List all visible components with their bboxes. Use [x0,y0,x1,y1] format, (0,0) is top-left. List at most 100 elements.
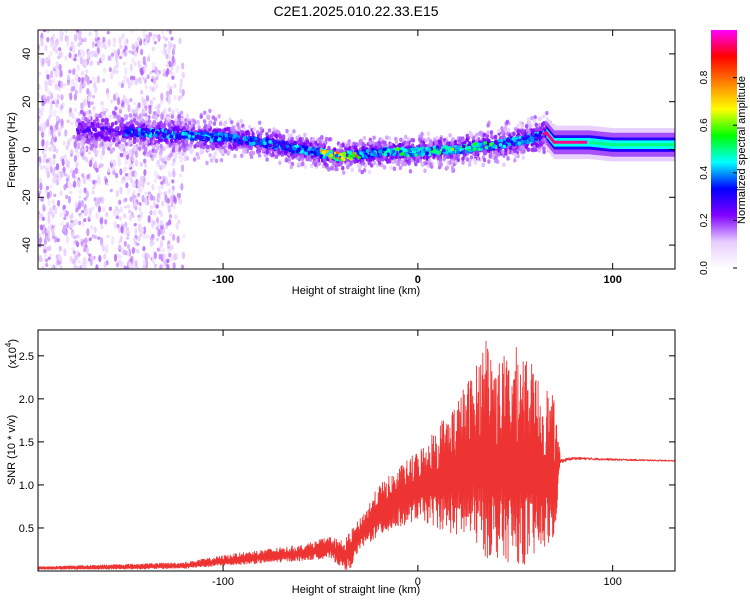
spectrogram-cell [157,123,161,129]
spectrogram-cell [184,118,188,123]
spectrogram-cell [169,134,173,139]
spectrogram-cell [416,154,421,160]
spectrogram-cell [403,152,408,156]
spectrogram-cell [75,161,79,168]
spectrogram-cell [350,167,355,172]
spectrogram-cell [367,169,372,175]
spectrogram-cell [407,161,411,166]
spectrogram-cell [108,114,112,119]
spectrogram-cell [54,69,58,78]
spectrogram-cell [398,165,403,171]
spectrogram-cell [41,216,45,221]
spectrogram-cell [142,109,146,115]
spectrogram-cell [156,247,160,252]
spectrogram-cell [143,30,147,33]
spectrogram-cell [419,142,423,147]
spectrogram-cell [358,147,363,152]
spectrogram-cell [135,249,140,254]
spectrogram-cell [176,65,180,70]
spectrogram-cell [508,133,512,138]
spectrogram-cell [242,126,246,132]
spectrogram-cell [211,146,215,151]
spectrogram-cell [60,80,64,89]
spectrogram-cell [398,142,402,148]
spectrogram-cell [461,156,465,162]
spectrogram-cell [106,182,110,187]
spectrogram-cell [118,225,122,234]
spectrogram-cell [543,137,547,143]
spectrogram-cell [537,148,541,153]
spectrogram-cell [78,201,82,210]
spectrogram-cell [142,226,147,235]
spectrogram-cell [172,170,176,178]
spectrogram-cell [41,106,45,111]
spectrogram-cell [38,55,41,61]
spectrogram-cell [383,152,388,157]
spectrogram-cell [167,40,171,47]
spectrogram-cell [517,141,522,145]
spectrogram-cell [311,136,316,142]
spectrogram-cell [526,147,531,152]
spectrogram-cell [127,187,131,194]
spectrogram-cell [161,175,165,180]
spectrogram-cell [82,98,87,106]
spectrogram-cell [170,201,174,208]
spectrogram-cell [199,114,203,119]
spectrogram-cell [80,126,85,131]
spectrogram-cell [157,185,161,193]
spectrogram-cell [44,56,49,64]
spectrogram-cell [126,244,131,250]
spectrogram-cell [132,44,136,51]
spectrogram-cell [210,133,214,137]
spectrogram-cell [44,188,48,193]
spectrogram-cell [425,155,430,161]
spectrogram-cell [91,41,95,48]
spectrogram-cell [429,162,433,168]
spectrogram-cell [58,63,62,71]
spectrogram-cell [77,125,81,130]
spectrogram-cell [137,180,141,189]
spectrogram-cell [72,219,76,227]
spectrogram-cell [47,198,51,207]
spectrogram-cell [456,150,460,154]
spectrogram-cell [53,109,57,117]
spectrogram-cell [455,155,459,160]
spectrogram-y-axis-label: Frequency (Hz) [6,112,18,188]
spectrogram-cell [55,179,60,186]
spectrogram-cell [65,39,70,47]
spectrogram-cell [118,246,122,250]
spectrogram-cell [400,147,405,151]
spectrogram-cell [450,159,455,164]
spectrogram-cell [79,214,83,219]
spectrogram-cell [83,187,87,194]
spectrogram-cell [170,114,175,119]
spectrogram-cell [506,156,510,161]
spectrogram-cell [521,155,525,160]
spectrogram-cell [117,208,121,213]
spectrogram-cell [80,109,84,115]
spectrogram-cell [420,146,425,150]
spectrogram-cell [81,155,86,160]
spectrogram-cell [104,219,108,225]
spectrogram-cell [175,107,179,113]
spectrogram-cell [156,192,161,199]
spectrogram-cell [139,189,143,193]
spectrogram-cell [171,75,175,80]
spectrogram-cell [134,112,138,118]
spectrogram-cell [295,144,300,149]
spectrogram-cell [236,122,240,128]
spectrogram-cell [291,154,295,159]
spectrogram-cell [361,141,365,147]
spectrogram-cell [83,256,87,263]
spectrogram-cell [174,117,178,123]
spectrogram-cell [316,149,320,154]
spectrogram-cell [101,196,105,205]
spectrogram-cell [134,50,138,58]
spectrogram-cell [144,191,148,196]
spectrogram-cell [378,149,382,154]
spectrogram-cell [63,184,67,191]
spectrogram-cell [47,237,51,242]
spectrogram-cell [125,236,130,240]
spectrogram-cell [63,248,67,257]
spectrogram-cell [405,140,410,146]
